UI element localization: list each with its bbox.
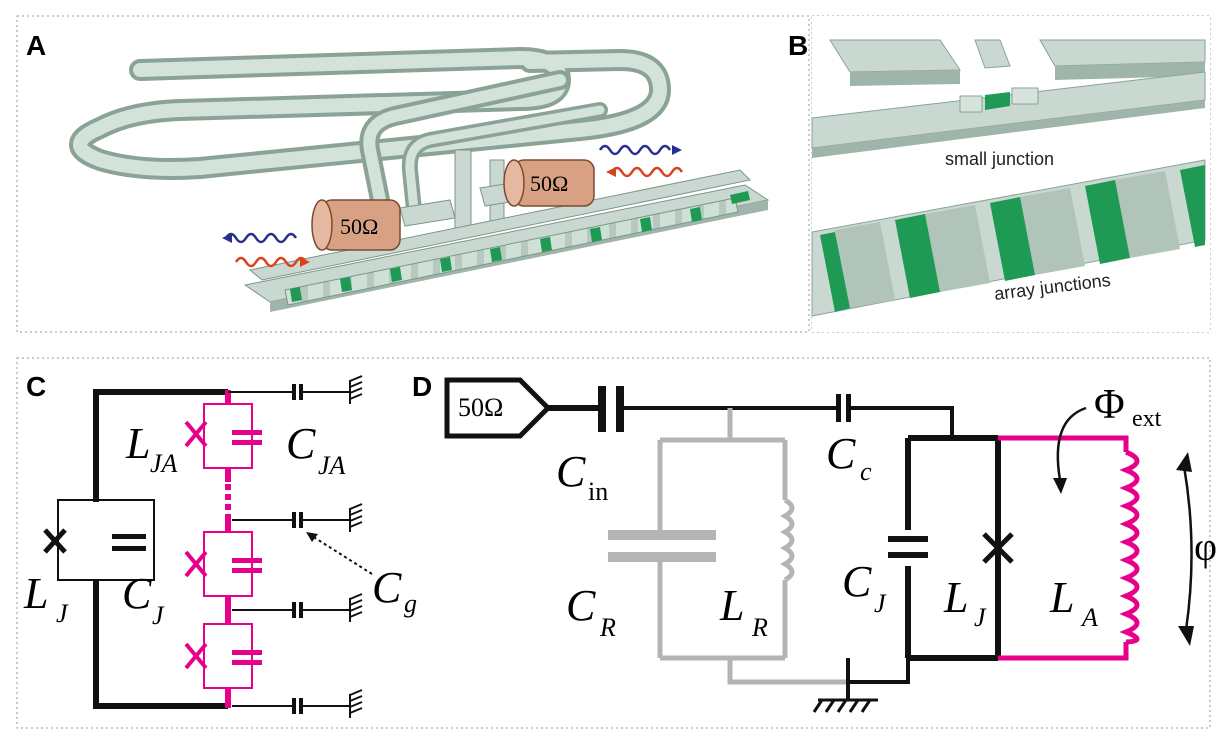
label-c-cg: C xyxy=(372,563,402,612)
panel-d-circuit: 50Ω xyxy=(444,377,1217,713)
ground-d xyxy=(812,698,878,713)
rf-squid-loop xyxy=(846,435,1001,700)
label-c-cg-sub: g xyxy=(404,589,417,618)
label-d-cj-sub: J xyxy=(874,589,887,618)
ground-symbols xyxy=(303,375,363,718)
panel-b-letter: B xyxy=(788,30,808,61)
flux-arrow xyxy=(1056,406,1087,481)
resistor-left-label: 50Ω xyxy=(340,214,378,239)
junction-x-lj xyxy=(43,528,67,554)
label-d-la-sub: A xyxy=(1080,603,1098,632)
phase-arrow xyxy=(1182,465,1193,631)
waves-right xyxy=(598,144,684,178)
port-label: 50Ω xyxy=(458,393,503,422)
panel-a-frame xyxy=(16,15,810,333)
waves-left xyxy=(222,232,310,268)
label-small-junction: small junction xyxy=(945,149,1054,169)
panel-c-letter: C xyxy=(26,371,46,402)
cin-plate-2 xyxy=(616,386,624,432)
label-c-lja: L xyxy=(125,419,150,468)
array-inductor-la xyxy=(998,435,1140,661)
label-d-cc-sub: c xyxy=(860,457,872,486)
resistor-right: 50Ω xyxy=(503,159,595,207)
array-junction-elements xyxy=(184,420,208,670)
label-c-lj-sub: J xyxy=(56,599,69,628)
meander-resonator xyxy=(69,47,671,218)
array-loop xyxy=(243,169,770,312)
panel-a-letter: A xyxy=(26,30,46,61)
label-d-phi-ext-sub: ext xyxy=(1132,406,1162,432)
label-d-lr-sub: R xyxy=(751,613,768,642)
label-d-cr: C xyxy=(566,581,596,630)
label-d-lj: L xyxy=(943,573,968,622)
label-c-cj-sub: J xyxy=(152,601,165,630)
label-d-cin-sub: in xyxy=(588,477,608,506)
port-50ohm xyxy=(444,377,552,439)
label-c-lj: L xyxy=(23,569,48,618)
label-d-phase: φ xyxy=(1194,524,1217,569)
resistor-right-label: 50Ω xyxy=(530,171,568,196)
label-d-lj-sub: J xyxy=(974,603,987,632)
label-d-cj: C xyxy=(842,557,872,606)
label-d-cin: C xyxy=(556,447,586,496)
cg-pointer xyxy=(311,535,373,575)
cin-plate-1 xyxy=(598,386,606,432)
panel-b-closeup: small junction array junctions xyxy=(811,16,1210,332)
label-d-cc: C xyxy=(826,429,856,478)
label-d-phi-ext: Φ xyxy=(1094,382,1125,428)
junction-x-d xyxy=(982,532,1014,564)
panel-c-circuit: L J C J L JA C JA xyxy=(23,375,417,718)
label-d-cr-sub: R xyxy=(599,613,616,642)
label-c-cj: C xyxy=(122,569,152,618)
label-d-lr: L xyxy=(719,581,744,630)
ground-capacitors xyxy=(228,391,292,707)
resistor-left: 50Ω xyxy=(311,199,401,251)
label-c-lja-sub: JA xyxy=(150,449,178,478)
label-c-cja: C xyxy=(286,419,316,468)
resonator-lc xyxy=(657,408,848,685)
label-d-la: L xyxy=(1049,573,1074,622)
junction-array-chain xyxy=(203,390,253,708)
panel-d-letter: D xyxy=(412,371,432,402)
label-c-cja-sub: JA xyxy=(318,451,346,480)
panel-a-device: 50Ω 50Ω xyxy=(69,47,770,312)
panel-c-frame xyxy=(16,357,1211,729)
